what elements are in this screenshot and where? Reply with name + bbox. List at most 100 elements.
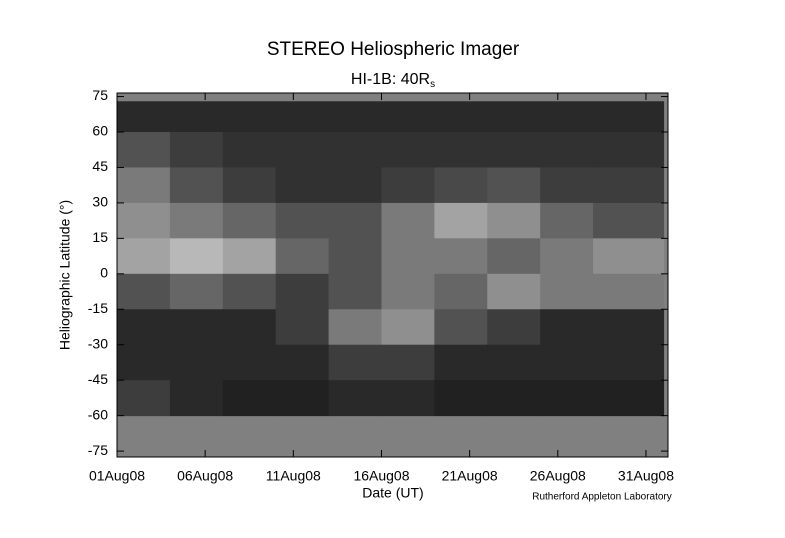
chart-title: STEREO Heliospheric Imager bbox=[267, 39, 520, 60]
heatmap-cell bbox=[328, 202, 382, 239]
heatmap-cell bbox=[434, 132, 488, 168]
heatmap-cell bbox=[487, 380, 541, 417]
heatmap-cell bbox=[275, 309, 330, 346]
x-tick-label: 11Aug08 bbox=[266, 468, 321, 484]
heatmap-cell bbox=[275, 273, 330, 310]
heatmap-cell bbox=[434, 273, 488, 310]
heatmap-cell bbox=[117, 380, 171, 417]
heatmap-cell bbox=[593, 309, 665, 346]
heatmap-cell bbox=[381, 101, 435, 133]
heatmap-cell bbox=[117, 309, 171, 346]
heatmap-cell bbox=[540, 273, 594, 310]
heatmap-cell bbox=[381, 380, 435, 417]
heatmap-cell bbox=[169, 202, 224, 239]
plot-frame bbox=[116, 92, 669, 458]
heatmap-cell bbox=[275, 238, 330, 275]
heatmap-cell bbox=[487, 344, 541, 381]
heatmap-cell bbox=[381, 238, 435, 275]
x-tick-label: 06Aug08 bbox=[177, 468, 233, 484]
y-tick-label: -15 bbox=[88, 300, 108, 316]
heatmap-cell bbox=[117, 202, 171, 239]
heatmap-cell bbox=[328, 132, 382, 168]
x-tick-label: 21Aug08 bbox=[442, 468, 498, 484]
y-tick-label: 75 bbox=[92, 87, 108, 103]
y-tick-label: -30 bbox=[88, 335, 108, 351]
heatmap-cell bbox=[222, 380, 277, 417]
heatmap-cell bbox=[593, 238, 665, 275]
heatmap-cell bbox=[434, 380, 488, 417]
heatmap-cell bbox=[117, 101, 171, 133]
heatmap-cell bbox=[381, 167, 435, 204]
heatmap-cell bbox=[487, 167, 541, 204]
heatmap-cell bbox=[117, 238, 171, 275]
chart-subtitle: HI-1B: 40Rs bbox=[351, 71, 435, 89]
heatmap-cell bbox=[381, 202, 435, 239]
heatmap-cell bbox=[169, 101, 224, 133]
heatmap-cell bbox=[222, 273, 277, 310]
heatmap-cell bbox=[540, 344, 594, 381]
heatmap-cell bbox=[381, 309, 435, 346]
heatmap-cell bbox=[381, 344, 435, 381]
heatmap-cell bbox=[275, 167, 330, 204]
heatmap-cell bbox=[328, 167, 382, 204]
heatmap-cell bbox=[275, 202, 330, 239]
heatmap-cell bbox=[434, 344, 488, 381]
heatmap-cell bbox=[593, 380, 665, 417]
heatmap-cell bbox=[328, 380, 382, 417]
heatmap-cell bbox=[434, 202, 488, 239]
heatmap-cell bbox=[169, 132, 224, 168]
heatmap-cell bbox=[540, 238, 594, 275]
heatmap-cell bbox=[169, 380, 224, 417]
heatmap-cell bbox=[540, 380, 594, 417]
heatmap-cell bbox=[487, 309, 541, 346]
heatmap-cell bbox=[169, 273, 224, 310]
heatmap-cell bbox=[593, 273, 665, 310]
heatmap-cell bbox=[434, 167, 488, 204]
heatmap-cell bbox=[169, 309, 224, 346]
heatmap-cell bbox=[381, 132, 435, 168]
y-tick-label: 15 bbox=[92, 229, 108, 245]
heatmap-cell bbox=[487, 273, 541, 310]
heatmap-cell bbox=[222, 238, 277, 275]
heatmap-cell bbox=[381, 273, 435, 310]
heatmap-cell bbox=[593, 167, 665, 204]
y-axis-label: Heliographic Latitude (°) bbox=[57, 200, 73, 350]
heatmap-cell bbox=[222, 309, 277, 346]
x-tick-label: 01Aug08 bbox=[89, 468, 145, 484]
y-tick-label: -45 bbox=[88, 371, 108, 387]
heatmap-cell bbox=[540, 202, 594, 239]
heatmap-cell bbox=[222, 167, 277, 204]
heatmap-cell bbox=[487, 101, 541, 133]
y-tick-label: 0 bbox=[100, 265, 108, 281]
subtitle-text: HI-1B: 40R bbox=[351, 71, 430, 88]
heatmap-cell bbox=[275, 101, 330, 133]
heatmap-cell bbox=[222, 101, 277, 133]
y-tick-label: 45 bbox=[92, 158, 108, 174]
heatmap-cell bbox=[434, 309, 488, 346]
heatmap-cell bbox=[117, 132, 171, 168]
heatmap-cell bbox=[117, 344, 171, 381]
heatmap-cell bbox=[117, 273, 171, 310]
heatmap-cell bbox=[540, 167, 594, 204]
heatmap-cell bbox=[487, 238, 541, 275]
heatmap-cell bbox=[540, 101, 594, 133]
y-tick-label: 30 bbox=[92, 194, 108, 210]
x-tick-label: 16Aug08 bbox=[353, 468, 409, 484]
heatmap-cell bbox=[169, 167, 224, 204]
heatmap-cell bbox=[169, 344, 224, 381]
heatmap-cell bbox=[593, 202, 665, 239]
heatmap-cell bbox=[222, 132, 277, 168]
heatmap-cell bbox=[434, 238, 488, 275]
x-tick-label: 26Aug08 bbox=[530, 468, 586, 484]
x-axis-label: Date (UT) bbox=[362, 485, 423, 501]
heatmap-cell bbox=[593, 344, 665, 381]
heatmap-cell bbox=[434, 101, 488, 133]
y-tick-label: -75 bbox=[88, 442, 108, 458]
heatmap-cell bbox=[328, 344, 382, 381]
y-tick-label: -60 bbox=[88, 406, 108, 422]
heatmap-cell bbox=[275, 380, 330, 417]
heatmap-cell bbox=[540, 309, 594, 346]
heatmap-cell bbox=[540, 132, 594, 168]
heatmap-cell bbox=[275, 344, 330, 381]
